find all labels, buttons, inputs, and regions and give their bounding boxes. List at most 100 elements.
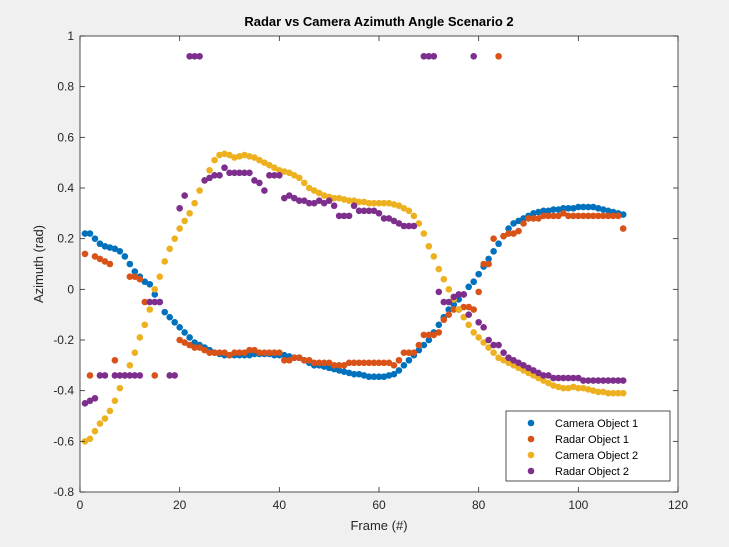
data-point <box>370 373 378 381</box>
data-point <box>550 212 557 220</box>
data-point <box>360 207 368 215</box>
data-point <box>380 215 388 222</box>
data-point <box>530 372 537 379</box>
data-point <box>540 207 547 215</box>
data-point <box>470 329 477 336</box>
data-point <box>430 253 438 260</box>
data-point <box>580 212 587 220</box>
data-point <box>604 389 612 397</box>
data-point <box>365 199 373 207</box>
data-point <box>500 349 507 356</box>
data-point <box>589 203 597 211</box>
chart-title: Radar vs Camera Azimuth Angle Scenario 2 <box>244 14 513 29</box>
legend-marker <box>527 451 535 459</box>
data-point <box>281 351 288 359</box>
data-point <box>141 278 149 286</box>
data-point <box>121 253 129 260</box>
data-point <box>385 215 393 222</box>
data-point <box>236 169 243 177</box>
data-point <box>535 369 542 377</box>
data-point <box>191 339 198 346</box>
data-point <box>156 273 164 280</box>
data-point <box>305 356 313 364</box>
data-point <box>126 260 134 268</box>
data-point <box>106 244 114 251</box>
data-point <box>286 356 293 364</box>
data-point <box>186 210 193 217</box>
data-point <box>619 389 627 397</box>
data-point <box>201 177 208 184</box>
data-point <box>510 362 517 369</box>
data-point <box>86 397 94 405</box>
y-axis-label: Azimuth (rad) <box>31 225 46 303</box>
data-point <box>360 372 368 379</box>
data-point <box>350 197 358 204</box>
data-point <box>266 172 273 179</box>
data-point <box>101 372 109 379</box>
data-point <box>575 203 582 211</box>
data-point <box>490 341 497 349</box>
data-point <box>181 217 188 225</box>
data-point <box>261 159 268 166</box>
data-point <box>191 344 198 351</box>
data-point <box>350 359 358 367</box>
data-point <box>505 359 512 367</box>
data-point <box>196 52 203 60</box>
data-point <box>126 372 134 379</box>
data-point <box>470 278 477 286</box>
data-point <box>281 168 288 175</box>
data-point <box>425 336 433 344</box>
data-point <box>320 199 328 207</box>
data-point <box>545 372 552 379</box>
data-point <box>96 420 104 427</box>
data-point <box>395 220 403 227</box>
data-point <box>575 384 582 392</box>
data-point <box>171 372 178 379</box>
data-point <box>445 298 453 306</box>
data-point <box>315 359 323 367</box>
data-point <box>206 166 213 174</box>
x-tick-label: 100 <box>568 498 588 512</box>
data-point <box>350 202 358 210</box>
data-point <box>405 356 413 364</box>
data-point <box>281 356 288 364</box>
data-point <box>116 372 124 379</box>
data-point <box>281 194 288 202</box>
data-point <box>400 362 408 369</box>
data-point <box>101 415 109 422</box>
legend-entry: Camera Object 1 <box>555 418 638 430</box>
data-point <box>330 194 338 202</box>
data-point <box>520 362 527 369</box>
data-point <box>420 230 428 237</box>
data-point <box>405 222 413 230</box>
data-point <box>614 377 622 384</box>
data-point <box>345 197 353 204</box>
data-point <box>565 384 572 392</box>
x-tick-label: 0 <box>77 498 84 512</box>
data-point <box>490 248 497 255</box>
data-point <box>420 52 428 60</box>
data-point <box>256 179 263 187</box>
data-point <box>151 291 159 298</box>
data-point <box>136 334 144 341</box>
data-point <box>570 204 577 212</box>
data-point <box>181 329 188 336</box>
data-point <box>186 334 193 341</box>
data-point <box>161 258 169 265</box>
data-point <box>261 187 268 194</box>
data-point <box>360 359 368 367</box>
data-point <box>380 199 388 207</box>
data-point <box>515 364 522 372</box>
data-point <box>181 339 188 346</box>
y-tick-label: -0.6 <box>53 434 74 448</box>
data-point <box>594 204 602 212</box>
data-point <box>91 235 99 242</box>
data-point <box>475 288 482 296</box>
data-point <box>111 356 119 364</box>
data-point <box>136 372 144 379</box>
data-point <box>126 362 134 369</box>
data-point <box>510 220 517 227</box>
y-tick-label: -0.2 <box>53 333 74 347</box>
data-point <box>81 400 89 407</box>
data-point <box>560 374 567 382</box>
